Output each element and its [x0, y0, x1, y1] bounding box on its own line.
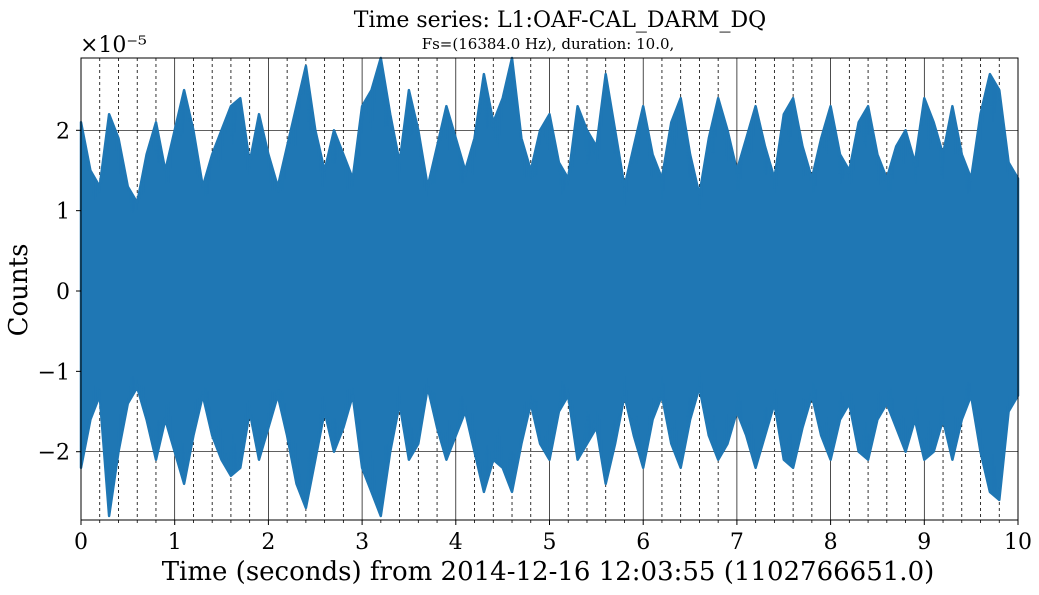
- chart-title: Time series: L1:OAF-CAL_DARM_DQ: [354, 8, 766, 33]
- chart-subtitle: Fs=(16384.0 Hz), duration: 10.0,: [422, 35, 675, 53]
- y-tick-label: 1: [56, 200, 70, 225]
- x-axis-label: Time (seconds) from 2014-12-16 12:03:55 …: [162, 557, 935, 587]
- y-tick-label: 0: [56, 280, 70, 305]
- y-axis-label: Counts: [4, 244, 34, 337]
- axis-ticks: [76, 129, 1019, 525]
- y-tick-label: −1: [38, 360, 70, 385]
- x-tick-label: 9: [917, 530, 931, 555]
- y-tick-label: 2: [56, 119, 70, 144]
- x-tick-label: 2: [261, 530, 275, 555]
- series-layer: [79, 56, 1020, 518]
- x-tick-label: 7: [730, 530, 744, 555]
- y-axis-multiplier: ×10⁻⁵: [80, 33, 147, 58]
- x-tick-label: 5: [543, 530, 557, 555]
- x-tick-label: 10: [1004, 530, 1032, 555]
- x-tick-label: 3: [355, 530, 369, 555]
- y-tick-label: −2: [38, 441, 70, 466]
- x-tick-label: 8: [824, 530, 838, 555]
- x-tick-label: 0: [74, 530, 88, 555]
- x-tick-label: 1: [168, 530, 182, 555]
- x-tick-label: 4: [449, 530, 463, 555]
- tick-labels: 0 1 2 3 4 5 6 7 8 9 10 −2 −1 0 1 2: [38, 119, 1032, 555]
- x-tick-label: 6: [636, 530, 650, 555]
